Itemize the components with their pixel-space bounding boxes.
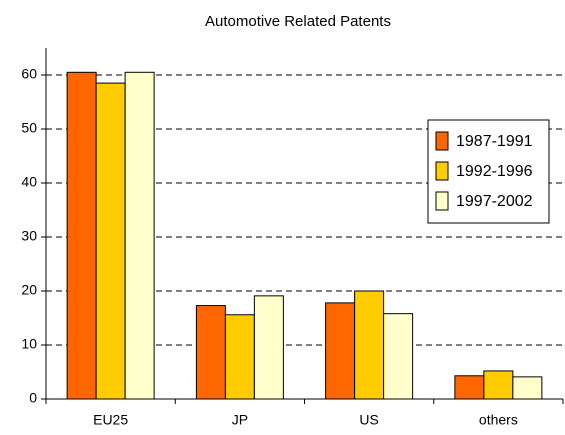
bar xyxy=(325,302,356,400)
y-tick-label: 20 xyxy=(21,282,37,298)
y-tick-label: 0 xyxy=(29,390,37,406)
legend-label: 1992-1996 xyxy=(456,163,533,180)
y-tick-label: 50 xyxy=(21,120,37,136)
y-tick-label: 40 xyxy=(21,174,37,190)
bar xyxy=(454,375,485,400)
bar xyxy=(383,313,414,400)
legend-swatch xyxy=(435,191,449,211)
bar xyxy=(253,295,284,400)
legend-swatch xyxy=(435,161,449,181)
bar xyxy=(483,370,514,400)
x-tick-label: EU25 xyxy=(93,412,128,428)
x-tick-label: US xyxy=(359,412,378,428)
chart-title: Automotive Related Patents xyxy=(205,13,391,30)
x-tick-label: others xyxy=(479,412,518,428)
bar xyxy=(512,376,543,400)
bar xyxy=(195,305,226,400)
y-tick-label: 10 xyxy=(21,336,37,352)
bar xyxy=(66,71,97,400)
bar xyxy=(224,314,255,400)
legend-label: 1997-2002 xyxy=(456,193,533,210)
y-tick-label: 30 xyxy=(21,228,37,244)
legend-swatch xyxy=(435,131,449,151)
bar xyxy=(124,71,155,400)
legend-label: 1987-1991 xyxy=(456,133,533,150)
x-tick-label: JP xyxy=(232,412,248,428)
bar xyxy=(95,82,126,400)
y-tick-label: 60 xyxy=(21,66,37,82)
bar xyxy=(354,290,385,400)
